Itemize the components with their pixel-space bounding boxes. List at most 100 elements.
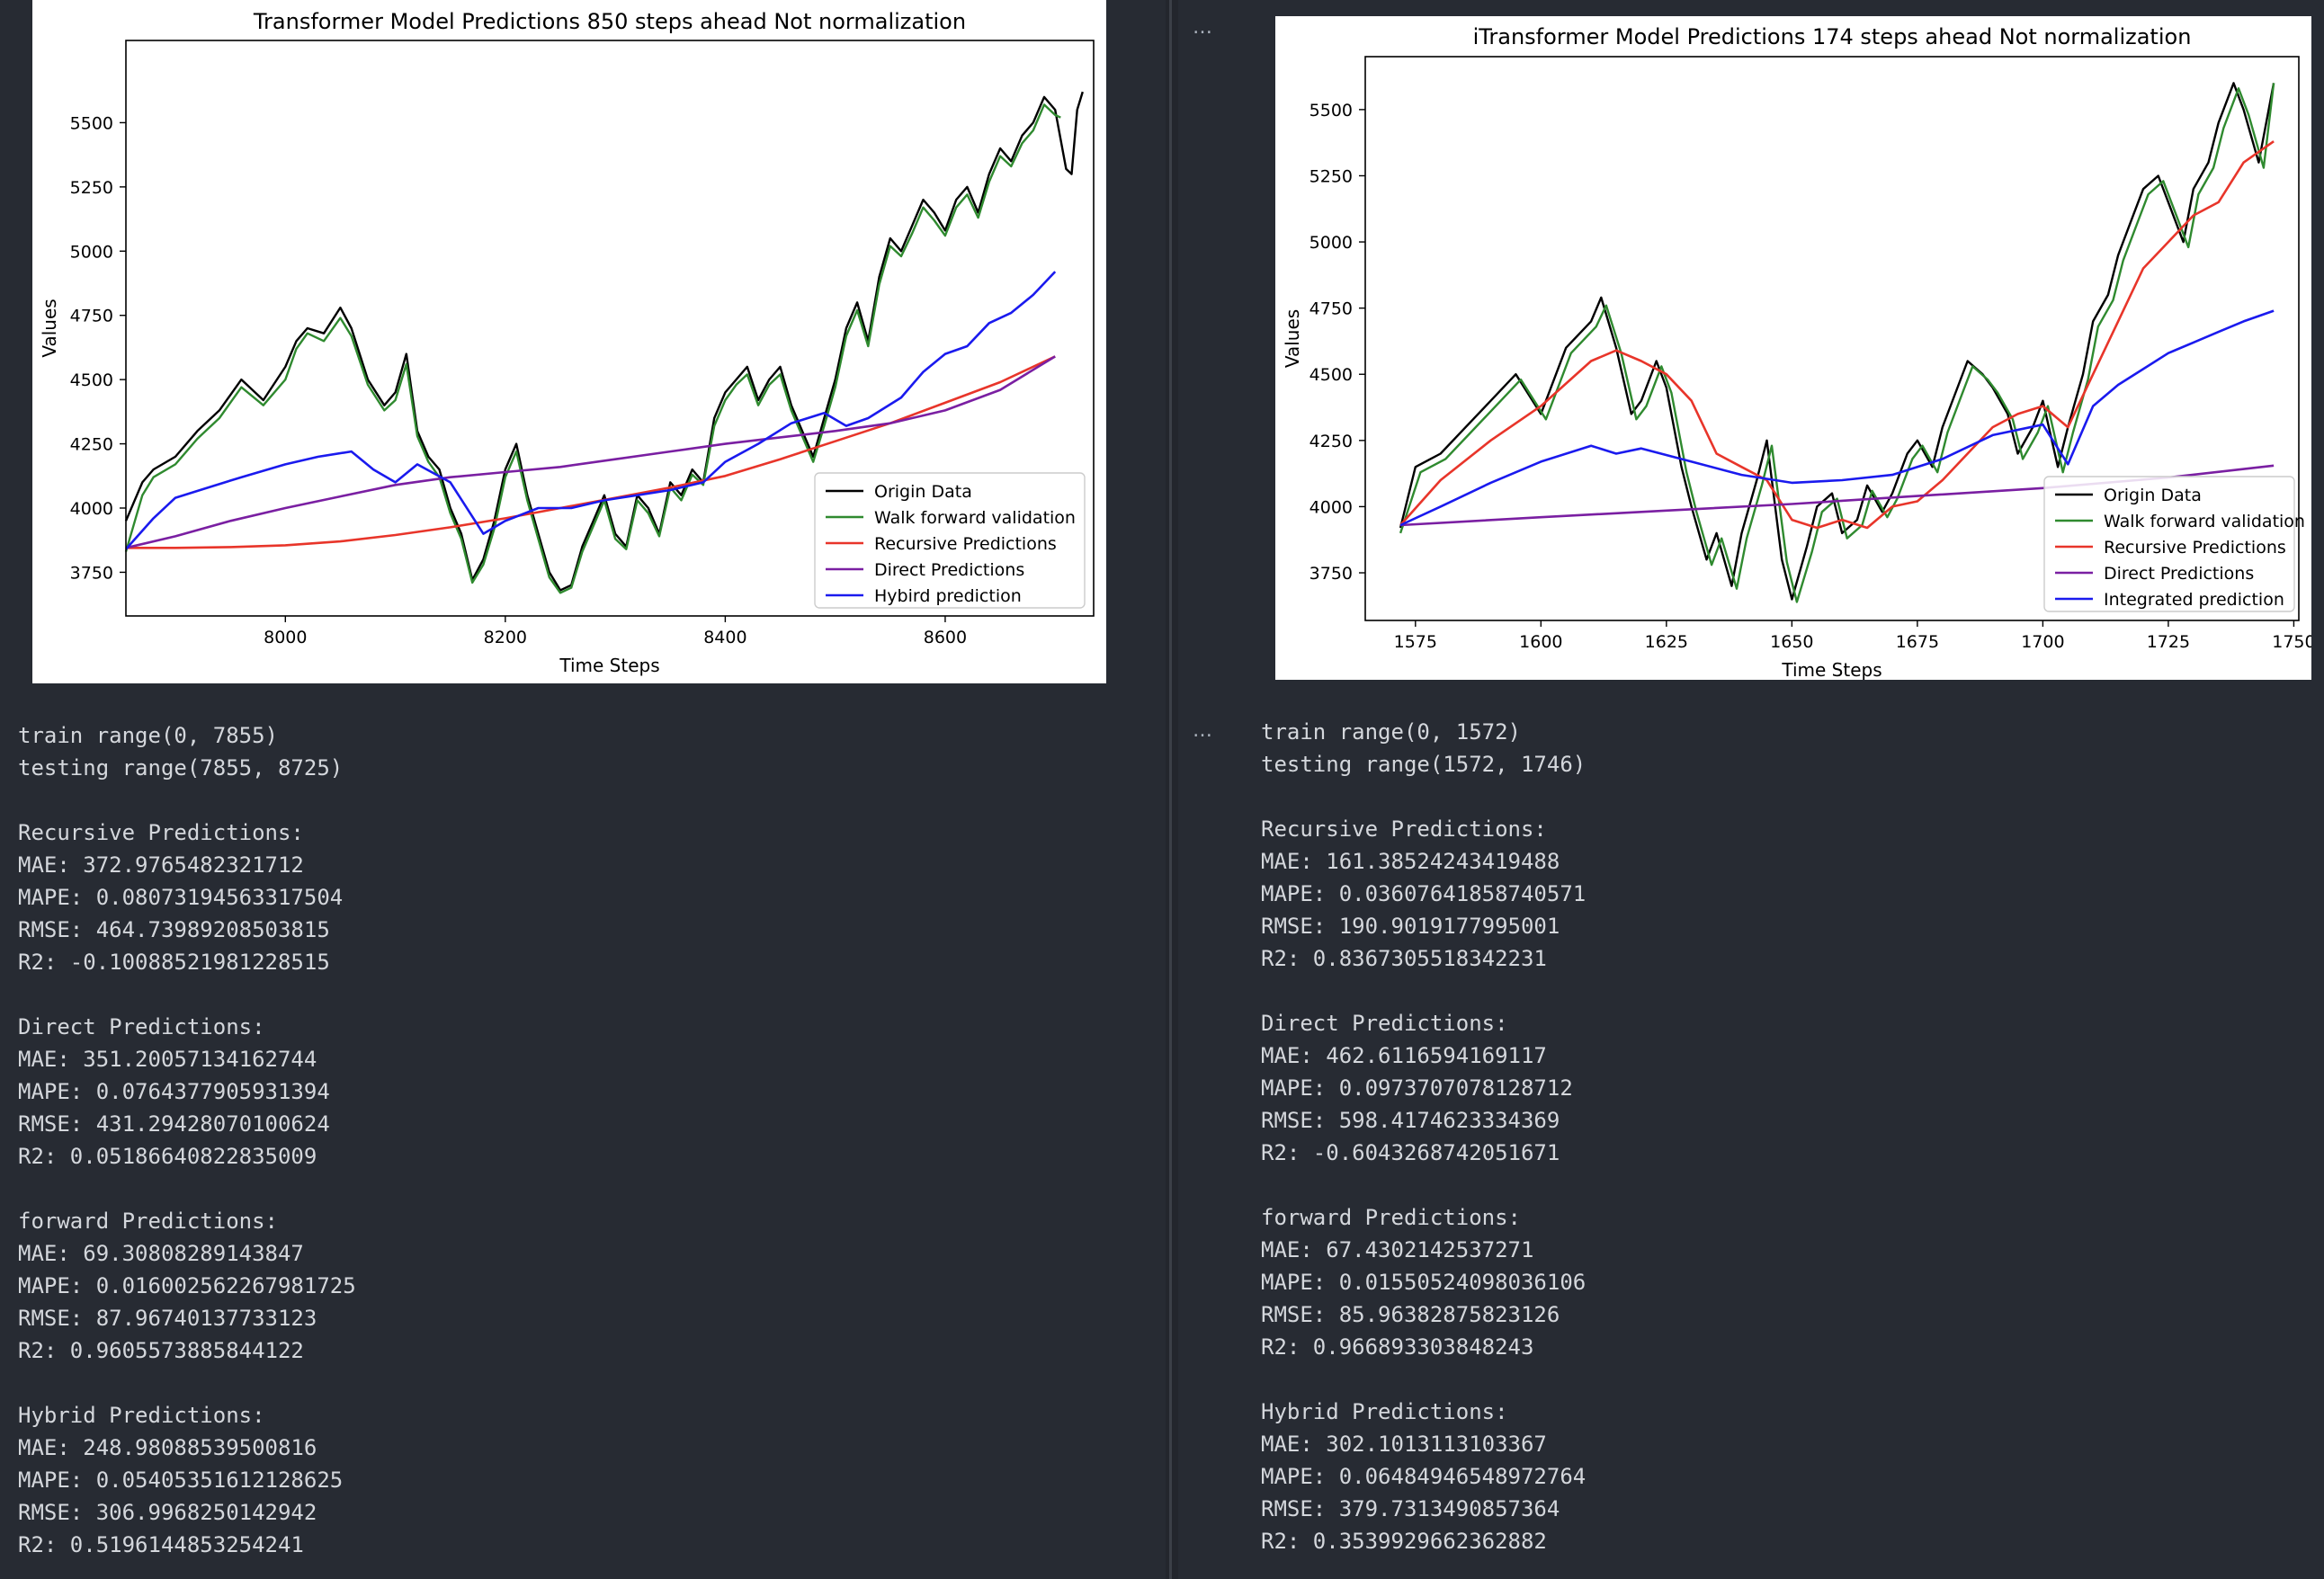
x-tick-label: 1750: [2272, 632, 2311, 652]
cell-divider[interactable]: [1166, 0, 1178, 1579]
cell-collapse-ellipsis[interactable]: …: [1193, 16, 1213, 39]
output-line: [18, 1173, 356, 1205]
series-line-3: [126, 355, 1056, 549]
output-line: Direct Predictions:: [18, 1014, 265, 1039]
y-tick-label: 4500: [1309, 365, 1353, 385]
output-line: Recursive Predictions:: [18, 820, 304, 845]
y-tick-label: 4750: [1309, 299, 1353, 319]
legend-entry: Direct Predictions: [2104, 564, 2254, 584]
output-line: RMSE: 85.96382875823126: [1261, 1302, 1560, 1327]
x-axis-label: Time Steps: [559, 655, 659, 676]
legend-entry: Origin Data: [2104, 486, 2202, 505]
output-line: R2: 0.05186640822835009: [18, 1144, 317, 1169]
notebook-cell-transformer: Transformer Model Predictions 850 steps …: [18, 0, 1106, 1561]
output-line: MAE: 302.1013113103367: [1261, 1432, 1547, 1457]
output-line: RMSE: 379.7313490857364: [1261, 1496, 1560, 1521]
chart-title: iTransformer Model Predictions 174 steps…: [1473, 24, 2192, 49]
y-tick-label: 5250: [1309, 166, 1353, 186]
output-line: RMSE: 190.9019177995001: [1261, 914, 1560, 939]
output-line: [18, 784, 356, 816]
x-tick-label: 1625: [1645, 632, 1688, 652]
y-tick-label: 4500: [70, 370, 113, 390]
output-line: R2: 0.966893303848243: [1261, 1334, 1534, 1360]
plot-frame: [1364, 56, 2300, 621]
output-line: MAPE: 0.03607641858740571: [1261, 881, 1587, 906]
output-line: MAPE: 0.06484946548972764: [1261, 1464, 1587, 1489]
itransformer-chart: iTransformer Model Predictions 174 steps…: [1275, 16, 2311, 680]
output-line: MAPE: 0.016002562267981725: [18, 1273, 356, 1298]
series-line-4: [125, 355, 1056, 549]
x-tick-label: 1725: [2147, 632, 2190, 652]
x-tick-label: 1650: [1770, 632, 1813, 652]
output-line: MAPE: 0.0764377905931394: [18, 1079, 330, 1104]
output-line: R2: 0.3539929662362882: [1261, 1529, 1547, 1554]
output-collapse-ellipsis[interactable]: …: [1193, 719, 1213, 742]
series-line-5: [125, 271, 1057, 550]
series-line-2: [1399, 83, 2275, 603]
output-line: MAE: 248.98088539500816: [18, 1435, 317, 1460]
output-line: [18, 978, 356, 1011]
output-line: MAE: 161.38524243419488: [1261, 849, 1560, 874]
y-tick-label: 5000: [1309, 233, 1353, 253]
y-tick-label: 4250: [1309, 432, 1353, 451]
y-tick-label: 5500: [1309, 101, 1353, 120]
x-tick-label: 1700: [2021, 632, 2064, 652]
legend-entry: Direct Predictions: [874, 560, 1024, 580]
y-tick-label: 4250: [70, 435, 113, 455]
output-line: MAE: 67.4302142537271: [1261, 1237, 1534, 1262]
output-line: R2: 0.8367305518342231: [1261, 946, 1547, 971]
output-line: train range(0, 7855): [18, 723, 278, 748]
legend-entry: Hybird prediction: [874, 586, 1022, 606]
output-line: R2: -0.10088521981228515: [18, 950, 330, 975]
itransformer-metrics-output: train range(0, 1572) testing range(1572, …: [1261, 716, 1586, 1557]
legend-entry: Origin Data: [874, 482, 972, 502]
x-tick-label: 8000: [264, 628, 307, 647]
transformer-chart: Transformer Model Predictions 850 steps …: [32, 0, 1106, 683]
output-line: testing range(7855, 8725): [18, 755, 344, 781]
output-line: Hybrid Predictions:: [18, 1403, 265, 1428]
output-line: R2: 0.5196144853254241: [18, 1532, 304, 1557]
output-line: forward Predictions:: [18, 1209, 278, 1234]
output-line: train range(0, 1572): [1261, 719, 1521, 745]
output-line: RMSE: 87.96740137733123: [18, 1306, 317, 1331]
output-line: RMSE: 598.4174623334369: [1261, 1108, 1560, 1133]
y-tick-label: 4000: [1309, 497, 1353, 517]
output-line: Recursive Predictions:: [1261, 816, 1547, 842]
legend-entry: Walk forward validation: [2104, 512, 2305, 531]
y-axis-label: Values: [39, 299, 60, 357]
output-line: [1261, 1169, 1586, 1201]
series-line-3: [1399, 140, 2275, 530]
output-line: [18, 1367, 356, 1399]
output-line: MAE: 351.20057134162744: [18, 1047, 317, 1072]
series-line-1: [1399, 82, 2275, 601]
legend-entry: Recursive Predictions: [874, 534, 1057, 554]
y-tick-label: 5500: [70, 113, 113, 133]
output-line: Hybrid Predictions:: [1261, 1399, 1508, 1424]
output-line: MAPE: 0.08073194563317504: [18, 885, 344, 910]
y-tick-label: 3750: [70, 563, 113, 583]
legend-entry: Recursive Predictions: [2104, 538, 2286, 558]
x-tick-label: 8200: [484, 628, 527, 647]
x-tick-label: 8600: [924, 628, 967, 647]
x-tick-label: 8400: [703, 628, 746, 647]
output-line: MAE: 372.9765482321712: [18, 852, 304, 878]
output-line: MAE: 462.6116594169117: [1261, 1043, 1547, 1068]
chart-title: Transformer Model Predictions 850 steps …: [253, 9, 966, 34]
notebook-cell-itransformer: … … iTransformer Model Predictions 174 s…: [1178, 0, 2324, 1579]
output-line: forward Predictions:: [1261, 1205, 1521, 1230]
output-line: MAPE: 0.0973707078128712: [1261, 1075, 1573, 1101]
output-line: testing range(1572, 1746): [1261, 752, 1587, 777]
y-axis-label: Values: [1282, 309, 1303, 368]
output-line: R2: -0.6043268742051671: [1261, 1140, 1560, 1165]
legend-entry: Integrated prediction: [2104, 590, 2284, 610]
y-tick-label: 3750: [1309, 564, 1353, 584]
output-line: RMSE: 464.73989208503815: [18, 917, 330, 942]
series-line-5: [1399, 309, 2275, 527]
chart-legend: Origin Data Walk forward validation Recurs…: [814, 472, 1086, 609]
series-line-2: [124, 103, 1061, 594]
transformer-metrics-output: train range(0, 7855) testing range(7855, …: [18, 719, 356, 1561]
output-line: RMSE: 306.9968250142942: [18, 1500, 317, 1525]
chart-legend: Origin Data Walk forward validation Recurs…: [2043, 476, 2305, 612]
y-tick-label: 4750: [70, 307, 113, 326]
output-line: [1261, 781, 1586, 813]
